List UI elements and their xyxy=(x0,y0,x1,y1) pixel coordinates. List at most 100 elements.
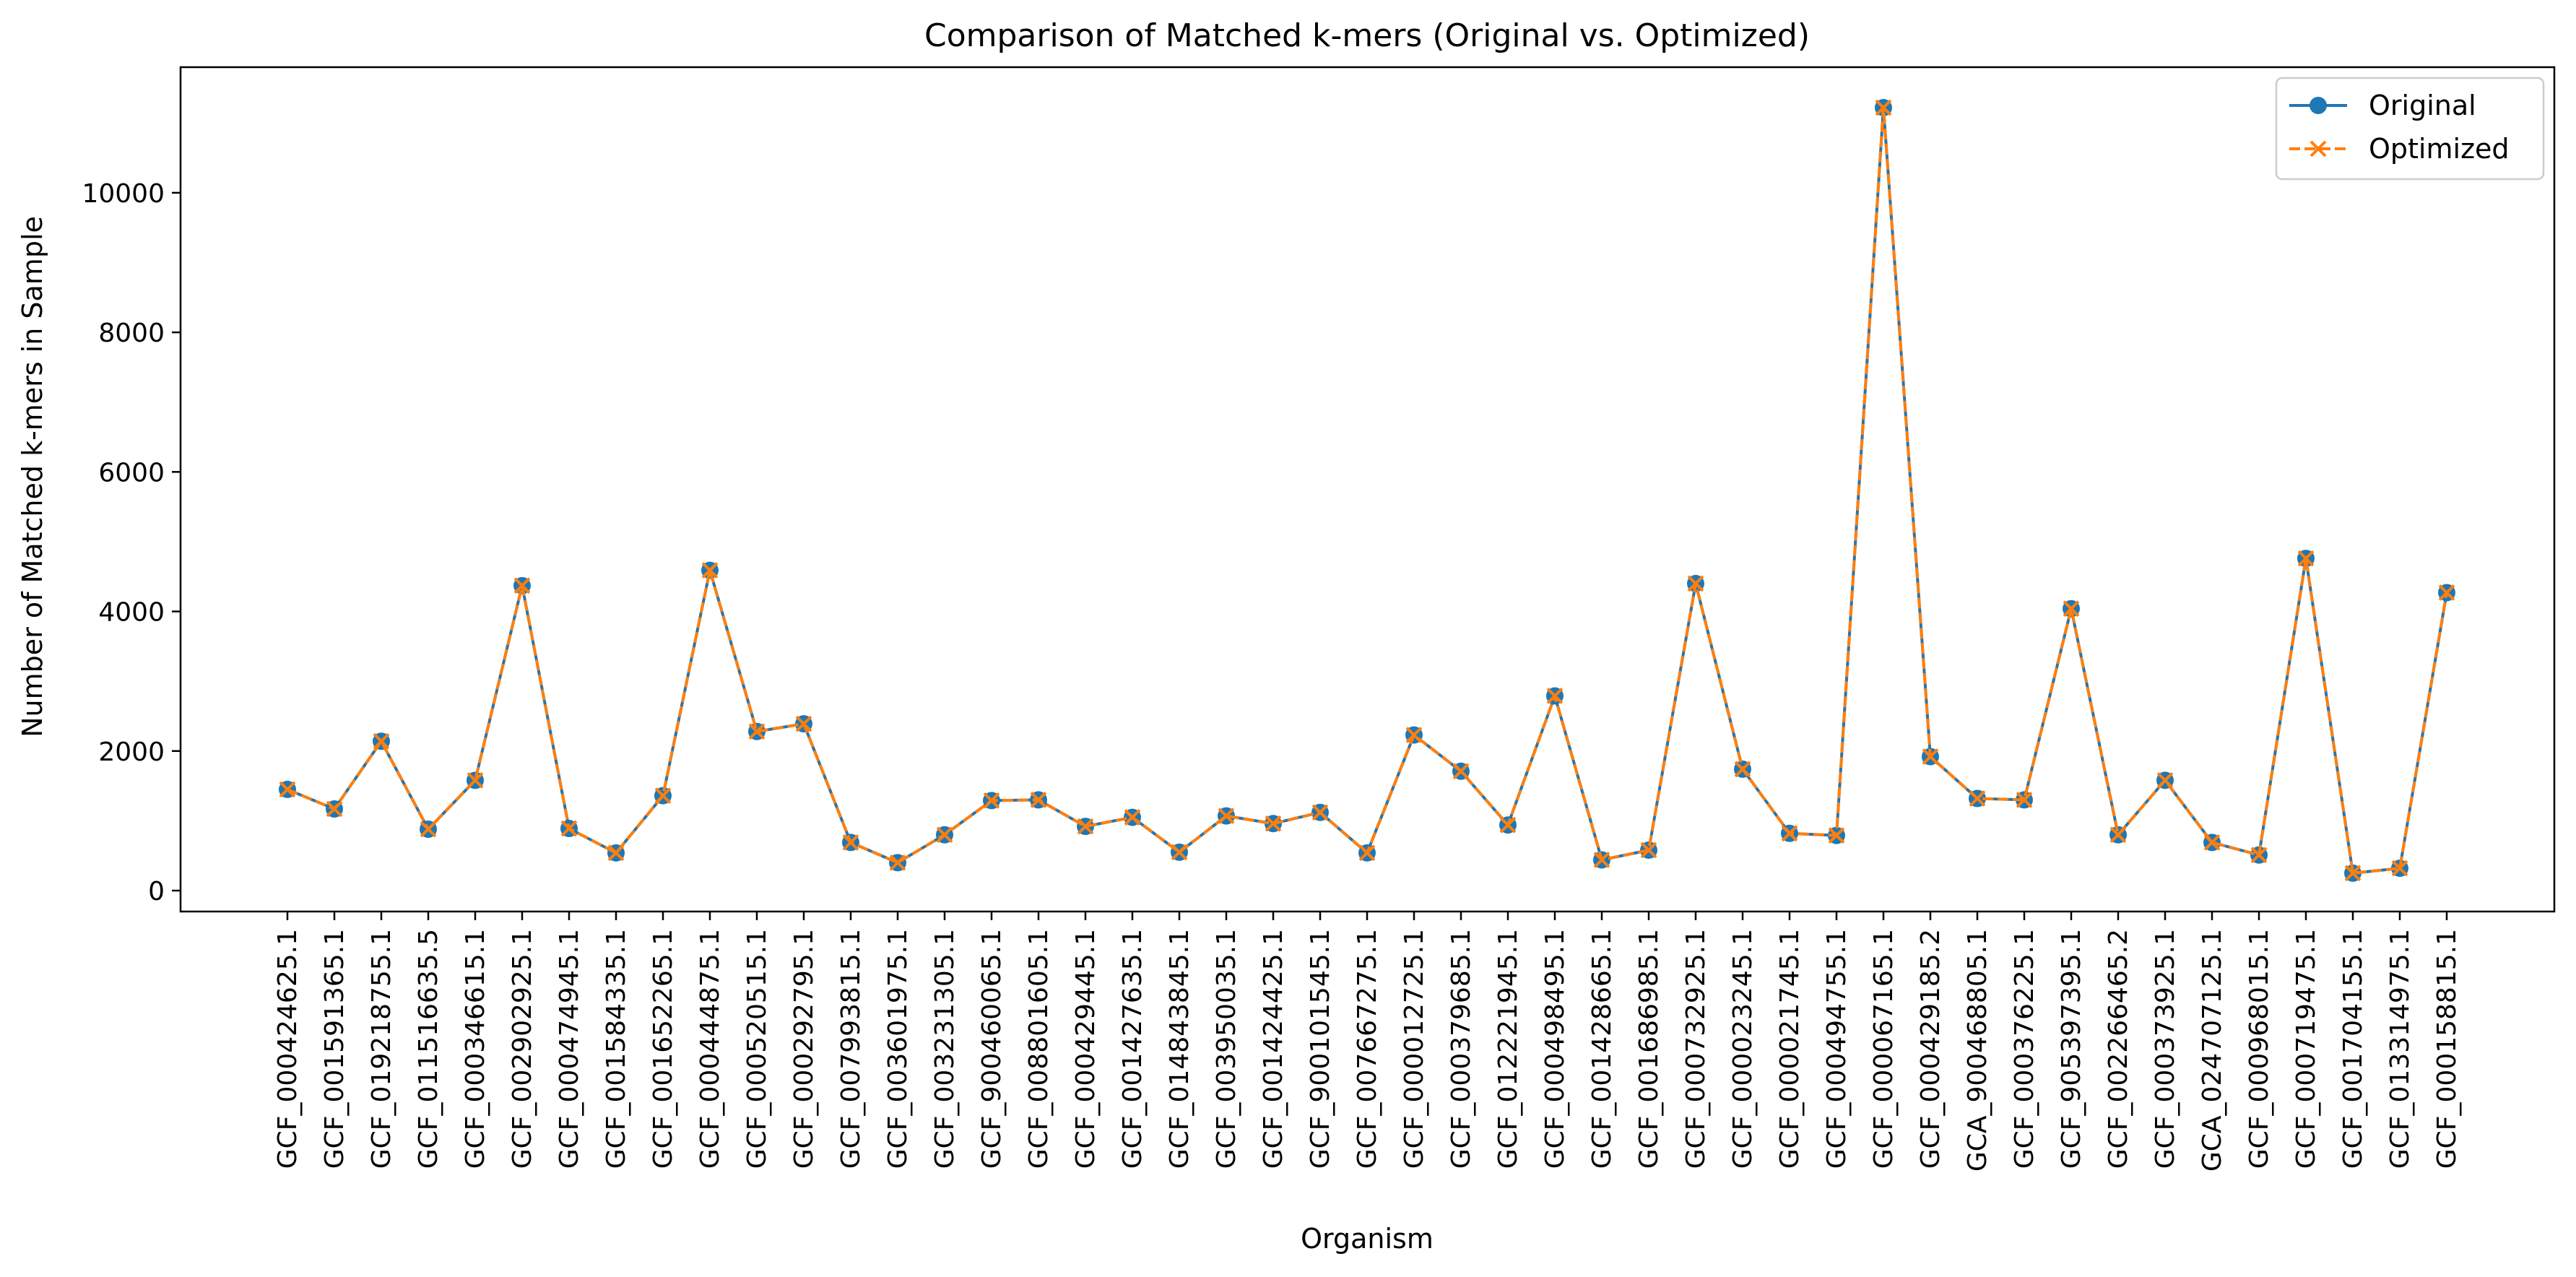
data-point xyxy=(2063,600,2080,618)
y-tick-label: 2000 xyxy=(98,737,165,767)
x-tick-label: GCF_001427635.1 xyxy=(1118,929,1148,1169)
x-tick-label: GCF_001584335.1 xyxy=(602,929,631,1169)
data-point xyxy=(1311,804,1329,821)
data-point xyxy=(1030,792,1047,808)
legend-label: Original xyxy=(2369,90,2476,121)
data-point xyxy=(2391,860,2408,877)
series-optimized xyxy=(279,99,2455,882)
data-point xyxy=(1358,844,1376,862)
x-axis-label: Organism xyxy=(1301,1223,1434,1255)
y-tick-label: 0 xyxy=(148,877,165,906)
x-tick-label: GCF_001591365.1 xyxy=(320,929,350,1169)
data-point xyxy=(2156,771,2174,789)
x-tick-label: GCF_900101545.1 xyxy=(1306,929,1335,1169)
x-tick-label: GCF_000444875.1 xyxy=(695,929,725,1169)
data-point xyxy=(1218,808,1235,825)
x-tick-label: GCF_905397395.1 xyxy=(2057,929,2086,1169)
plot-frame xyxy=(179,66,2556,913)
x-tick-label: GCF_008801605.1 xyxy=(1024,929,1054,1169)
x-tick-label: GCF_000379685.1 xyxy=(1447,929,1476,1169)
x-tick-label: GCF_003950035.1 xyxy=(1212,929,1241,1169)
x-tick-label: GCF_000158815.1 xyxy=(2432,929,2462,1169)
data-point xyxy=(1875,99,1892,116)
data-point xyxy=(420,821,437,838)
x-tick-label: GCF_000373925.1 xyxy=(2151,929,2180,1169)
legend-label: Optimized xyxy=(2369,133,2510,165)
data-point xyxy=(1922,748,1939,765)
x-tick-label: GCF_002266465.2 xyxy=(2104,929,2133,1169)
data-point xyxy=(936,826,953,844)
data-point xyxy=(1452,763,1470,780)
data-point xyxy=(1593,852,1610,868)
data-point xyxy=(1405,727,1423,743)
x-tick-label: GCF_001686985.1 xyxy=(1634,929,1664,1169)
x-tick-label: GCF_007993815.1 xyxy=(836,929,866,1169)
data-point xyxy=(842,834,859,851)
data-point xyxy=(607,844,625,862)
data-point xyxy=(1171,844,1188,861)
data-point xyxy=(1969,790,1986,807)
series-layer xyxy=(279,99,2455,882)
legend-marker xyxy=(2310,140,2327,157)
x-tick-label: GCF_003231305.1 xyxy=(930,929,960,1169)
x-tick-label: GCF_011516635.5 xyxy=(414,929,443,1169)
series-line xyxy=(287,106,2448,875)
legend: Original Optimized xyxy=(2275,77,2545,181)
data-point xyxy=(2016,792,2033,808)
x-tick-label: GCF_003601975.1 xyxy=(883,929,913,1169)
data-point xyxy=(2297,550,2315,567)
data-point xyxy=(513,577,531,594)
data-point xyxy=(654,787,672,805)
x-tick-label: GCF_000023245.1 xyxy=(1728,929,1758,1169)
legend-marker xyxy=(2310,97,2327,114)
x-tick-label: GCF_012221945.1 xyxy=(1493,929,1523,1169)
y-axis-label: Number of Matched k-mers in Sample xyxy=(17,216,48,737)
x-tick-label: GCF_001704155.1 xyxy=(2338,929,2368,1169)
x-tick-label: GCF_000494755.1 xyxy=(1822,929,1852,1169)
x-tick-label: GCF_000424625.1 xyxy=(273,929,303,1169)
x-tick-label: GCF_000732925.1 xyxy=(1681,929,1711,1169)
plot-area xyxy=(179,66,2556,913)
data-point xyxy=(1781,825,1798,842)
x-tick-label: GCF_000429185.2 xyxy=(1916,929,1946,1169)
data-point xyxy=(373,732,390,750)
y-tick-label: 8000 xyxy=(98,319,165,348)
data-point xyxy=(2344,865,2362,882)
data-point xyxy=(748,723,766,740)
chart-title: Comparison of Matched k-mers (Original v… xyxy=(924,17,1810,54)
x-tick-label: GCF_001652265.1 xyxy=(649,929,678,1169)
data-point xyxy=(701,562,719,579)
data-point xyxy=(2203,834,2221,851)
data-point xyxy=(2438,584,2455,601)
data-point xyxy=(1124,809,1141,826)
x-tick-label: GCF_000067165.1 xyxy=(1869,929,1899,1169)
x-tick-label: GCF_014843845.1 xyxy=(1165,929,1194,1169)
data-point xyxy=(2250,847,2268,864)
x-tick-label: GCF_000498495.1 xyxy=(1540,929,1570,1169)
y-tick-label: 10000 xyxy=(82,179,165,209)
legend-box xyxy=(2275,77,2545,181)
x-tick-label: GCF_013314975.1 xyxy=(2385,929,2415,1169)
x-tick-label: GCF_000968015.1 xyxy=(2245,929,2274,1169)
x-tick-label: GCF_000346615.1 xyxy=(461,929,490,1169)
data-point xyxy=(279,781,296,798)
data-point xyxy=(1499,816,1517,834)
data-point xyxy=(467,771,484,789)
data-point xyxy=(1640,841,1657,859)
x-axis: GCF_000424625.1 GCF_001591365.1 GCF_019218… xyxy=(273,912,2462,1172)
y-tick-label: 4000 xyxy=(98,598,165,628)
x-tick-label: GCF_000429445.1 xyxy=(1071,929,1101,1169)
x-tick-label: GCF_007667275.1 xyxy=(1353,929,1382,1169)
data-point xyxy=(795,715,812,732)
data-point xyxy=(1828,827,1845,844)
data-point xyxy=(2109,826,2127,844)
data-point xyxy=(1077,818,1094,835)
x-tick-label: GCF_002902925.1 xyxy=(508,929,537,1169)
series-line xyxy=(287,106,2448,875)
data-point xyxy=(1687,575,1704,592)
data-point xyxy=(889,854,906,871)
data-point xyxy=(326,800,343,818)
x-tick-label: GCF_000719475.1 xyxy=(2291,929,2321,1169)
data-point xyxy=(983,792,1000,809)
